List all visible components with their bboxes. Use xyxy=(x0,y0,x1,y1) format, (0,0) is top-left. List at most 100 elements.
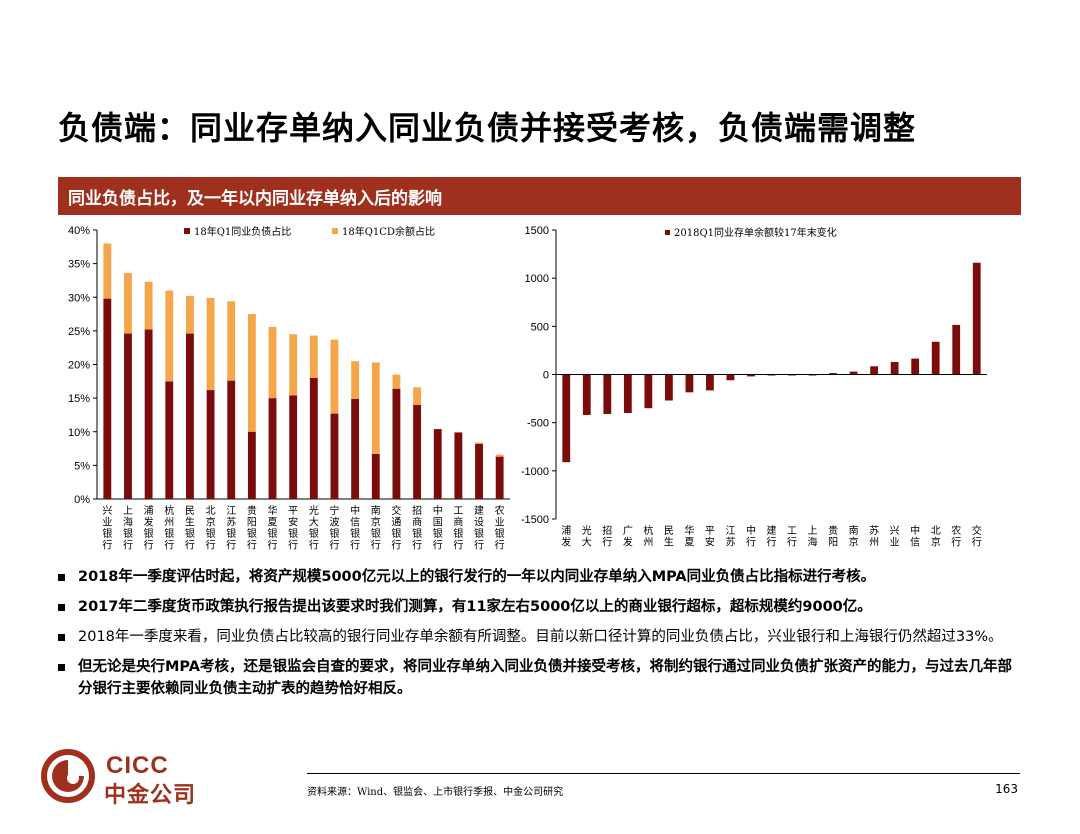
x-tick-label: 贵阳 xyxy=(828,524,838,549)
bar-cd-change xyxy=(890,361,899,375)
bar-cd-ratio xyxy=(206,297,215,391)
legend-swatch xyxy=(665,230,670,235)
bar-cd-change xyxy=(582,374,591,415)
y-tick-label: 35% xyxy=(68,259,90,271)
cd-balance-change-chart: -1500 -1000 -500 0 500 1000 1500 浦发光大招行广发杭州民生华夏… xyxy=(521,225,987,549)
x-tick-label: 光大 xyxy=(582,524,592,549)
bar-cd-change xyxy=(664,374,673,401)
bar-cd-ratio xyxy=(227,301,236,381)
bar-cd-change xyxy=(829,373,837,375)
x-tick-label: 农业银行 xyxy=(495,504,505,552)
x-tick-label: 广发 xyxy=(623,525,633,549)
y-tick-label: 0 xyxy=(543,370,549,382)
bar-interbank-ratio xyxy=(227,380,236,499)
bar-cd-change xyxy=(911,358,920,375)
bar-interbank-ratio xyxy=(309,377,318,499)
x-tick-label: 北京银行 xyxy=(206,505,216,552)
bullet-text: 2018年一季度来看，同业负债占比较高的银行同业存单余额有所调整。目前以新口径计… xyxy=(78,629,1003,645)
bar-interbank-ratio xyxy=(475,443,483,499)
x-tick-label: 杭州 xyxy=(643,524,653,549)
bar-cd-ratio xyxy=(144,281,153,330)
x-tick-label: 兴业 xyxy=(890,525,900,549)
bullet-list: 2018年一季度评估时起，将资产规模5000亿元以上的银行发行的一年以内同业存单… xyxy=(58,566,1018,708)
legend-swatch xyxy=(332,228,338,234)
bullet-text: 2018年一季度评估时起，将资产规模5000亿元以上的银行发行的一年以内同业存单… xyxy=(78,569,876,585)
x-tick-label: 光大银行 xyxy=(309,504,319,552)
footer-divider xyxy=(307,773,1020,774)
x-tick-label: 招行 xyxy=(602,524,612,549)
bar-cd-change xyxy=(931,341,940,375)
bar-interbank-ratio xyxy=(165,381,174,499)
bar-interbank-ratio xyxy=(144,329,153,499)
y-tick-label: 5% xyxy=(74,460,90,472)
bar-cd-ratio xyxy=(268,326,277,399)
bar-interbank-ratio xyxy=(268,398,277,499)
bar-cd-ratio xyxy=(309,335,318,378)
bar-interbank-ratio xyxy=(186,333,194,499)
x-tick-label: 兴业银行 xyxy=(102,505,112,552)
x-tick-label: 中信银行 xyxy=(350,504,360,552)
y-tick-label: 20% xyxy=(68,360,90,372)
x-tick-label: 交通银行 xyxy=(391,504,401,552)
bar-cd-change xyxy=(603,374,612,414)
logo-text-en: CICC xyxy=(106,752,169,779)
bullet-square-icon xyxy=(58,574,65,581)
bar-interbank-ratio xyxy=(433,429,442,499)
x-tick-label: 平安 xyxy=(705,526,715,549)
bar-cd-ratio xyxy=(413,387,421,405)
y-tick-label: 25% xyxy=(68,326,90,338)
x-tick-label: 民生 xyxy=(664,525,674,549)
bullet-text: 2017年二季度货币政策执行报告提出该要求时我们测算，有11家左右5000亿以上… xyxy=(78,599,872,615)
bullet-square-icon xyxy=(58,664,65,671)
x-tick-label: 工行 xyxy=(787,526,797,549)
x-tick-label: 工商银行 xyxy=(453,506,463,552)
bar-cd-ratio xyxy=(351,361,360,399)
x-tick-label: 农行 xyxy=(951,524,961,549)
legend-label: 18年Q1同业负债占比 xyxy=(194,225,291,238)
bar-interbank-ratio xyxy=(289,395,298,499)
bar-cd-ratio xyxy=(330,339,339,414)
x-tick-label: 南京 xyxy=(849,524,859,549)
bar-cd-ratio xyxy=(247,314,256,432)
bar-cd-change xyxy=(747,374,755,377)
x-tick-label: 贵阳银行 xyxy=(247,504,257,552)
bar-cd-change xyxy=(685,374,694,393)
bar-cd-ratio xyxy=(186,295,194,334)
bar-cd-change xyxy=(562,374,571,463)
bullet-item: 但无论是央行MPA考核，还是银监会自查的要求，将同业存单纳入同业负债并接受考核，… xyxy=(58,656,1018,700)
x-tick-label: 浦发 xyxy=(561,524,571,549)
bar-cd-change xyxy=(870,366,879,375)
y-tick-label: 40% xyxy=(68,225,90,237)
bar-cd-ratio xyxy=(371,362,380,454)
cicc-logo-icon xyxy=(40,748,110,804)
bar-cd-change xyxy=(644,374,653,409)
x-tick-label: 招商银行 xyxy=(412,504,422,552)
bar-cd-ratio xyxy=(165,290,174,382)
bar-interbank-ratio xyxy=(330,413,339,499)
x-tick-label: 杭州银行 xyxy=(164,504,174,552)
bullet-item: 2018年一季度来看，同业负债占比较高的银行同业存单余额有所调整。目前以新口径计… xyxy=(58,626,1018,648)
bar-cd-ratio xyxy=(475,442,483,444)
bar-interbank-ratio xyxy=(495,456,504,499)
x-tick-label: 平安银行 xyxy=(288,506,298,552)
x-tick-label: 华夏 xyxy=(684,524,694,549)
y-tick-label: 10% xyxy=(68,427,90,439)
source-note: 资料来源：Wind、银监会、上市银行季报、中金公司研究 xyxy=(307,787,564,798)
x-tick-label: 中国银行 xyxy=(433,504,443,552)
y-tick-label: 30% xyxy=(68,292,90,304)
page-number: 163 xyxy=(995,782,1018,796)
bullet-text: 但无论是央行MPA考核，还是银监会自查的要求，将同业存单纳入同业负债并接受考核，… xyxy=(78,659,1012,697)
bar-cd-change xyxy=(726,374,735,381)
bar-interbank-ratio xyxy=(124,333,132,499)
y-tick-label: 1500 xyxy=(525,225,549,237)
bar-cd-ratio xyxy=(392,374,401,389)
bar-cd-change xyxy=(952,324,961,375)
y-tick-label: 500 xyxy=(531,321,549,333)
x-tick-label: 上海银行 xyxy=(123,505,133,552)
x-tick-label: 华夏银行 xyxy=(268,504,278,552)
bar-interbank-ratio xyxy=(351,398,360,499)
section-banner: 同业负债占比，及一年以内同业存单纳入后的影响 xyxy=(58,177,1021,215)
bar-cd-change xyxy=(849,371,858,375)
legend-label: 18年Q1CD余额占比 xyxy=(342,225,435,238)
y-tick-label: 15% xyxy=(68,393,90,405)
